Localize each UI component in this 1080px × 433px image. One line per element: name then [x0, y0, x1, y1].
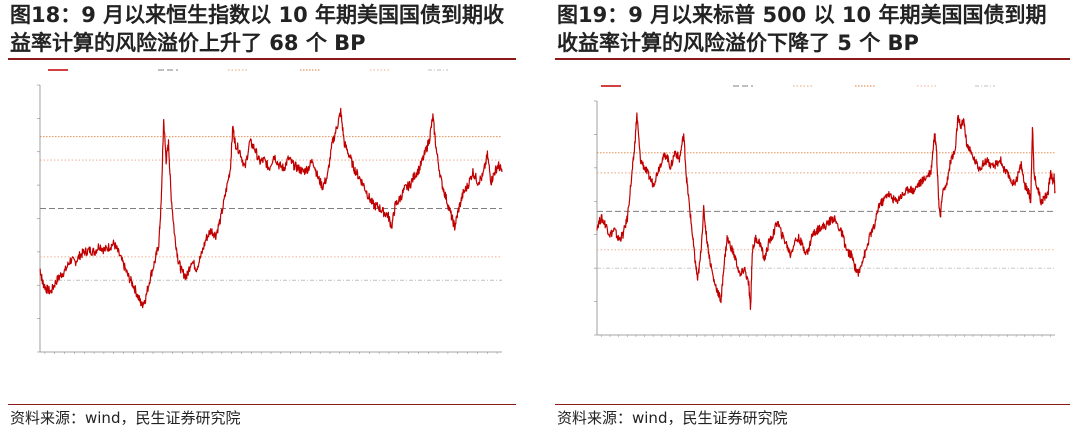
risk-premium-series-line [596, 112, 1056, 310]
figure-18-panel: 图18：9 月以来恒生指数以 10 年期美国国债到期收益率计算的风险溢价上升了 … [0, 0, 525, 433]
figure-19-title: 图19：9 月以来标普 500 以 10 年期美国国债到期收益率计算的风险溢价下… [557, 3, 1047, 55]
figure-19-title-rule [555, 58, 1070, 60]
figure-19-chart [555, 63, 1070, 398]
figure-19-panel: 图19：9 月以来标普 500 以 10 年期美国国债到期收益率计算的风险溢价下… [547, 0, 1080, 433]
risk-premium-series-line [39, 107, 503, 309]
figure-19-source-rule [555, 404, 1070, 405]
figure-18-title-rule [8, 58, 516, 60]
figure-19-svg [594, 85, 1056, 337]
figure-18-svg [37, 69, 503, 354]
figure-18-source-rule [8, 404, 516, 405]
figure-18-chart [8, 63, 518, 398]
figure-19-source: 资料来源：wind，民生证券研究院 [557, 409, 788, 427]
figure-18-source: 资料来源：wind，民生证券研究院 [10, 409, 241, 427]
figure-18-title: 图18：9 月以来恒生指数以 10 年期美国国债到期收益率计算的风险溢价上升了 … [10, 3, 504, 55]
